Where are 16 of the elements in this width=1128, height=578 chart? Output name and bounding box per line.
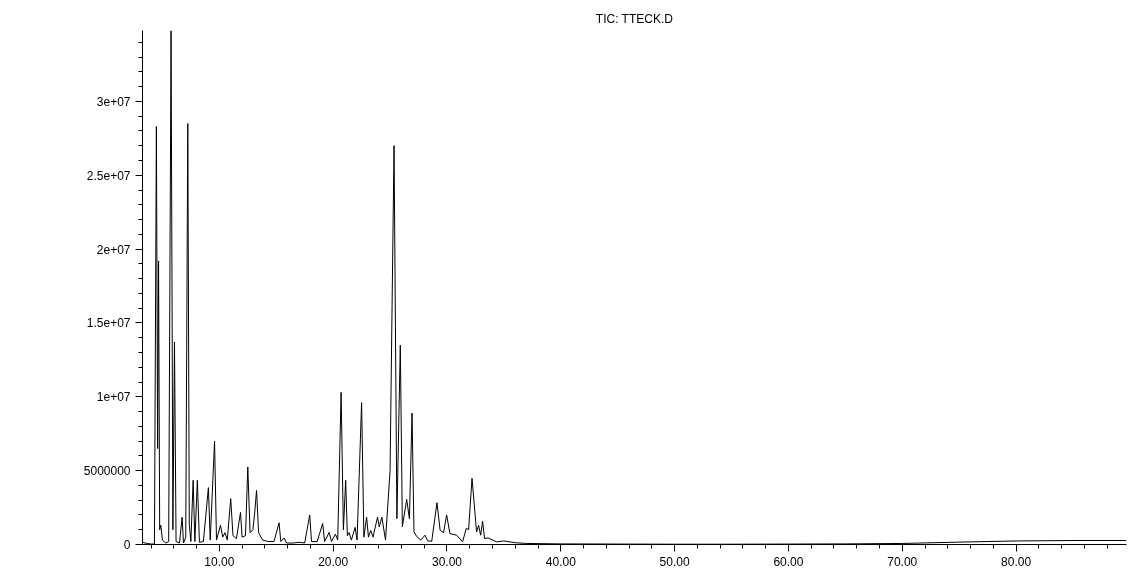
y-tick-label: 5000000: [83, 464, 131, 479]
x-tick-label: 30.00: [431, 554, 463, 569]
y-tick-label: 0: [123, 538, 131, 552]
y-tick-label: 3e+07: [96, 94, 131, 109]
y-tick-label: 1e+07: [96, 390, 131, 405]
x-tick-label: 40.00: [545, 554, 577, 569]
y-tick-label: 2.5e+07: [86, 168, 131, 183]
x-tick-label: 80.00: [1001, 554, 1032, 569]
x-tick-label: 70.00: [887, 554, 918, 569]
chart-title: TIC: TTECK.D: [595, 11, 674, 26]
x-tick-label: 50.00: [659, 554, 690, 569]
x-tick-label: 60.00: [773, 554, 804, 569]
y-tick-label: 2e+07: [96, 242, 131, 257]
x-tick-label: 10.00: [204, 554, 235, 569]
y-tick-label: 1.5e+07: [86, 316, 131, 331]
x-tick-label: 20.00: [318, 554, 349, 569]
